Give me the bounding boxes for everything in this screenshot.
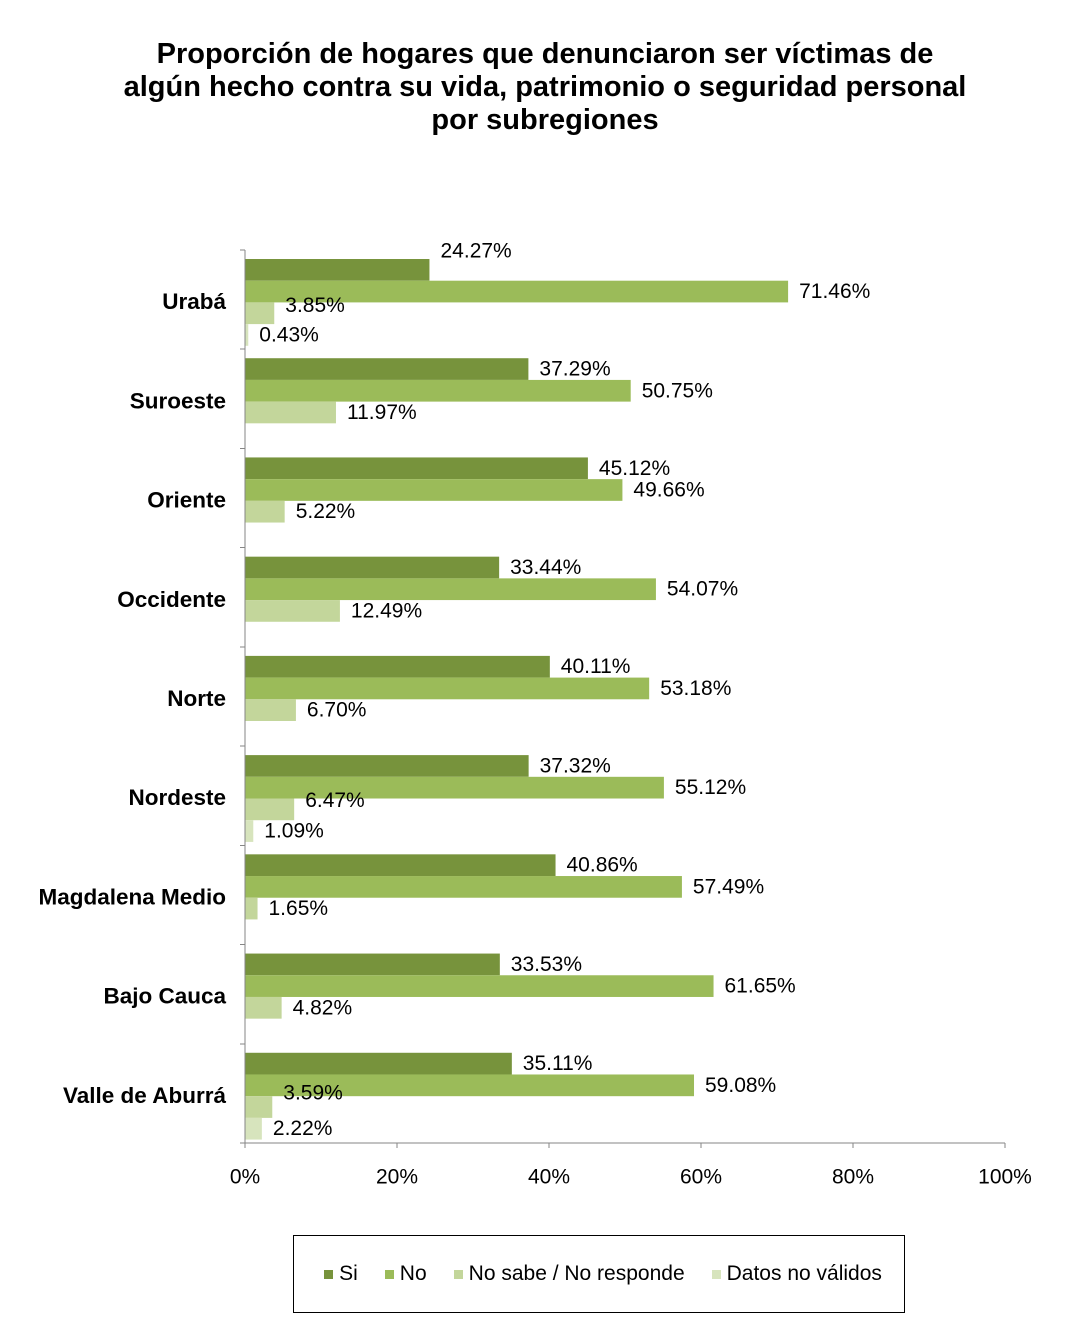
data-label-si-magdalena-medio: 40.86% [567,854,638,877]
bar-no-sabe-no-responde-oriente [245,500,285,523]
data-label-si-suroeste: 37.29% [539,358,610,381]
data-label-no-suroeste: 50.75% [642,379,713,402]
x-tick-label-100: 100% [978,1166,1032,1189]
bar-no-bajo-cauca [245,975,714,997]
bar-no-sabe-no-responde-occidente [245,600,340,622]
data-label-datos-no-validos-nordeste: 1.09% [264,820,324,843]
bar-no-sabe-no-responde-uraba [245,302,275,325]
data-label-si-norte: 40.11% [561,655,631,678]
category-label-bajo-cauca: Bajo Cauca [103,984,226,1009]
data-label-si-uraba: 24.27% [441,239,512,262]
bar-no-suroeste [245,379,631,402]
x-tick-label-0: 0% [230,1166,260,1189]
data-label-no-norte: 53.18% [660,677,731,700]
legend: Si No No sabe / No responde Datos no vál… [293,1235,905,1313]
data-label-no-bajo-cauca: 61.65% [725,975,796,998]
bar-si-oriente [245,457,588,480]
data-label-no-uraba: 71.46% [799,280,870,303]
bar-si-norte [245,655,550,678]
data-label-no-sabe-no-responde-valle-de-aburra: 3.59% [283,1082,343,1105]
category-label-occidente: Occidente [117,587,226,612]
bar-no-nordeste [245,776,664,799]
data-label-no-occidente: 54.07% [667,578,738,601]
x-tick-label-20: 20% [376,1166,418,1189]
bar-datos-no-validos-uraba [245,324,249,346]
legend-marker-si [324,1269,334,1279]
category-label-nordeste: Nordeste [128,785,226,810]
data-labels: 24.27% 71.46% 3.85% 0.43% 37.29% 50.75% 11.97%… [259,239,870,1140]
data-label-si-bajo-cauca: 33.53% [511,953,582,976]
data-label-no-nordeste: 55.12% [675,776,746,799]
legend-item-no: No [384,1262,427,1286]
bar-si-suroeste [245,358,529,380]
bar-si-magdalena-medio [245,854,556,877]
bar-si-bajo-cauca [245,953,500,976]
bar-no-sabe-no-responde-nordeste [245,798,295,821]
data-label-si-oriente: 45.12% [599,457,670,480]
category-label-oriente: Oriente [147,488,226,513]
x-tick-label-60: 60% [680,1166,722,1189]
category-label-magdalena-medio: Magdalena Medio [38,884,226,909]
bar-no-sabe-no-responde-magdalena-medio [245,897,258,920]
bar-no-sabe-no-responde-norte [245,699,296,721]
bar-no-sabe-no-responde-suroeste [245,401,336,424]
data-label-datos-no-validos-uraba: 0.43% [259,324,319,347]
data-label-no-sabe-no-responde-bajo-cauca: 4.82% [293,996,353,1019]
legend-label-si: Si [339,1262,358,1285]
legend-marker-no-sabe-no-responde [453,1269,463,1279]
legend-item-no-sabe-no-responde: No sabe / No responde [453,1262,685,1286]
bar-no-sabe-no-responde-bajo-cauca [245,996,282,1019]
data-label-no-sabe-no-responde-norte: 6.70% [307,699,367,722]
bar-no-norte [245,677,650,700]
data-label-no-oriente: 49.66% [633,479,704,502]
category-label-norte: Norte [167,686,226,711]
legend-marker-no [384,1269,394,1279]
data-label-no-sabe-no-responde-suroeste: 11.97% [347,401,417,424]
bar-si-occidente [245,556,500,579]
data-label-no-valle-de-aburra: 59.08% [705,1074,776,1097]
legend-label-datos-no-validos: Datos no válidos [726,1262,882,1285]
legend-item-si: Si [324,1262,358,1286]
data-label-datos-no-validos-valle-de-aburra: 2.22% [273,1117,333,1140]
legend-item-datos-no-validos: Datos no válidos [711,1262,882,1286]
category-label-uraba: Urabá [162,289,226,314]
data-label-no-sabe-no-responde-uraba: 3.85% [285,294,345,317]
data-label-si-valle-de-aburra: 35.11% [523,1052,593,1075]
bar-no-valle-de-aburra [245,1074,695,1097]
bars [245,259,789,1140]
category-label-suroeste: Suroeste [130,388,226,413]
bar-no-sabe-no-responde-valle-de-aburra [245,1096,273,1118]
data-label-si-nordeste: 37.32% [540,755,611,778]
bar-si-valle-de-aburra [245,1052,512,1075]
legend-label-no: No [399,1262,427,1285]
x-tick-label-40: 40% [528,1166,570,1189]
x-tick-label-80: 80% [832,1166,874,1189]
chart-plot-area: 24.27% 71.46% 3.85% 0.43% 37.29% 50.75% 11.97%… [38,239,1032,1189]
legend-label-no-sabe-no-responde: No sabe / No responde [468,1262,685,1285]
bar-no-occidente [245,578,656,601]
bar-si-uraba [245,259,430,281]
category-axis-labels: Urabá Suroeste Oriente Occidente Norte Nordes… [38,289,226,1108]
bar-no-oriente [245,479,623,501]
axes: 0% 20% 40% 60% 80% 100% [230,249,1032,1189]
data-label-no-sabe-no-responde-nordeste: 6.47% [305,789,365,812]
data-label-si-occidente: 33.44% [510,556,581,579]
chart-title: Proporción de hogares que denunciaron se… [123,38,967,136]
legend-marker-datos-no-validos [711,1269,721,1279]
data-label-no-magdalena-medio: 57.49% [693,875,764,898]
bar-si-nordeste [245,755,529,777]
data-label-no-sabe-no-responde-occidente: 12.49% [351,599,422,622]
bar-datos-no-validos-nordeste [245,820,254,842]
bar-datos-no-validos-valle-de-aburra [245,1117,262,1140]
category-label-valle-de-aburra: Valle de Aburrá [63,1083,226,1108]
data-label-no-sabe-no-responde-magdalena-medio: 1.65% [269,897,329,920]
data-label-no-sabe-no-responde-oriente: 5.22% [296,500,356,523]
bar-no-magdalena-medio [245,876,682,898]
bar-no-uraba [245,280,789,303]
